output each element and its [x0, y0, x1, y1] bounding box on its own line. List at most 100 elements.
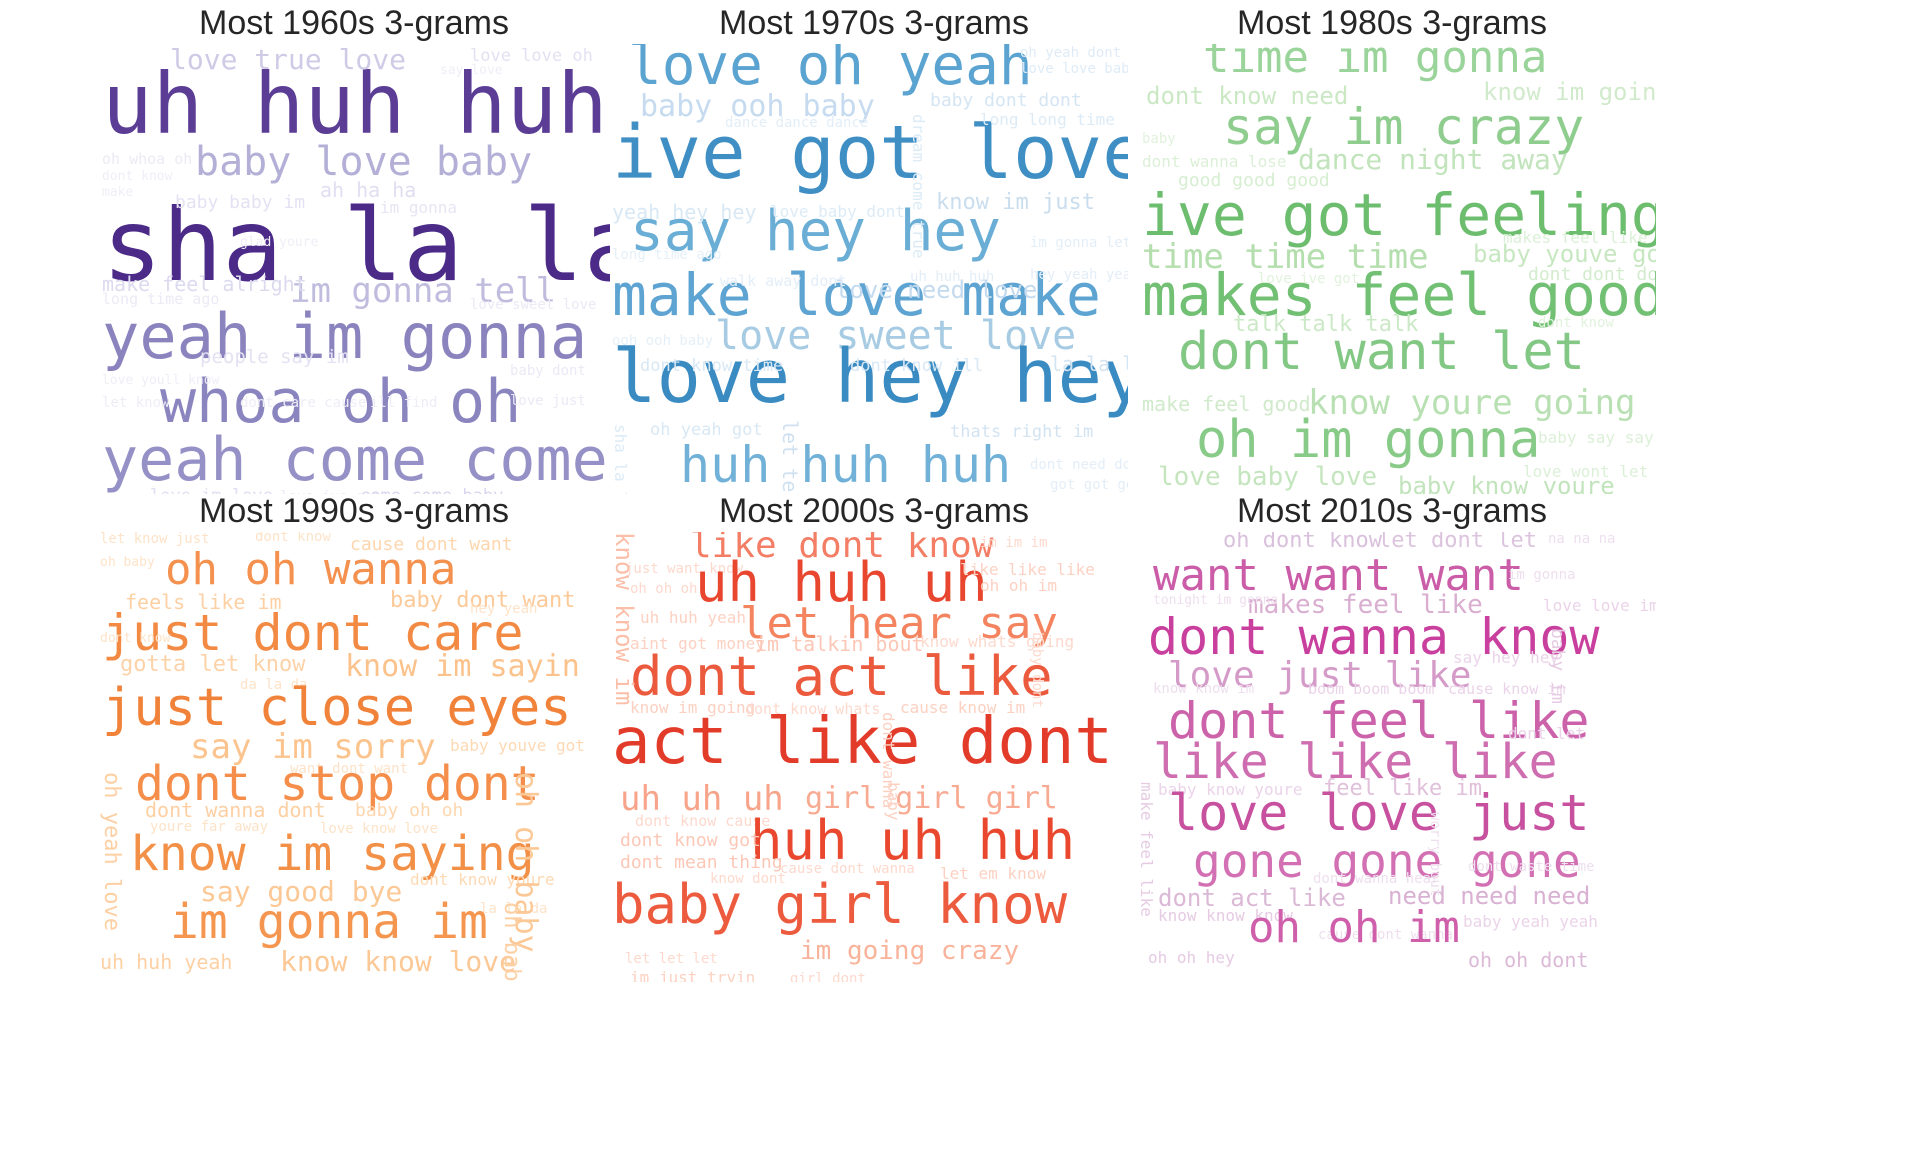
cloud-word: oh yeah dont [1020, 45, 1122, 61]
cloud-word: dont mean thing [620, 852, 783, 873]
cloud-word: im gonna tell [290, 271, 557, 311]
cloud-word: just close eyes [102, 678, 572, 738]
cloud-word: dance dance dance [725, 115, 869, 131]
cloud-word: love just like [1168, 655, 1472, 696]
cloud-word: like dont know [690, 532, 994, 566]
cloud-word: know whats going [920, 632, 1075, 651]
cloud-word: know know know [1158, 906, 1293, 925]
cloud-word: baby say say [1538, 428, 1654, 447]
cloud-word: time im gonna [1203, 44, 1548, 83]
cloud-word: feel like im [1323, 776, 1482, 801]
cloud-word: love sweet love [470, 297, 597, 313]
cloud-word: people say im [200, 346, 349, 368]
cloud-word: love love im [1543, 596, 1656, 615]
cloud-word: sha la la [102, 187, 618, 304]
wordcloud-panel: Most 1980s 3-grams time im gonna dont know… [1128, 0, 1656, 500]
cloud-word: dont know need [1146, 82, 1349, 110]
cloud-word: youre far away [150, 819, 269, 835]
cloud-word: aint got money [630, 634, 765, 653]
cloud-word: cause dont wanna [1318, 927, 1453, 943]
cloud-word: long time ago [102, 290, 220, 308]
panel-title: Most 2010s 3-grams [1237, 492, 1547, 530]
cloud-word: im im im [980, 535, 1048, 551]
cloud-word: good good good [1178, 170, 1330, 191]
cloud-word: dont know [100, 631, 171, 646]
cloud-word: oh dont know [1223, 532, 1382, 553]
cloud-word: love love baby [1020, 61, 1138, 77]
cloud-word: baby dont want [390, 588, 576, 613]
cloud-word: tonight im gonna [1153, 593, 1279, 608]
cloud-word: dont let [1508, 724, 1586, 743]
cloud-word: makes feel good [1142, 261, 1656, 329]
cloud-word: let know just [100, 532, 210, 547]
cloud-word: yeah im gonna [102, 300, 588, 373]
cloud-word: say im crazy [1223, 98, 1585, 156]
cloud-word: know im just [936, 190, 1095, 215]
cloud-word: oh oh im [980, 576, 1058, 595]
cloud-word: know know love [280, 945, 517, 978]
wordcloud: oh dont know let dont let na na na want wan… [1128, 532, 1656, 982]
cloud-word: baby love baby [195, 139, 533, 185]
cloud-word: oh oh hey [1148, 948, 1235, 967]
cloud-word: la la la [1050, 352, 1138, 376]
cloud-word: dont waste time [1468, 859, 1595, 875]
cloud-word: act like dont [612, 705, 1113, 779]
cloud-word: know im saying [130, 826, 535, 882]
cloud-word: make feel alright [102, 272, 307, 296]
cloud-word: let know [102, 395, 170, 411]
cloud-word: cause dont wanna [780, 861, 915, 877]
cloud-word: oh yeah got [650, 420, 763, 440]
cloud-word: oh oh im [1248, 902, 1460, 953]
cloud-word: oh oh baby [508, 772, 543, 953]
cloud-word: love love just [1168, 784, 1590, 842]
cloud-word: baby im [1547, 628, 1568, 704]
panel-title: Most 1970s 3-grams [719, 4, 1029, 42]
cloud-word: oh baby [100, 555, 155, 570]
cloud-word: baby know youre [1158, 780, 1303, 799]
cloud-word: im gonna im [170, 894, 488, 950]
cloud-word: dont act like [1158, 884, 1346, 912]
cloud-word: love ive got [1258, 271, 1360, 287]
panel-title: Most 1980s 3-grams [1237, 4, 1547, 42]
cloud-word: know know im [610, 532, 638, 706]
cloud-word: im just tryin [630, 968, 756, 983]
cloud-word: love sweet love [715, 313, 1077, 359]
cloud-word: make love make [612, 261, 1101, 329]
cloud-word: oh im gonna [1196, 410, 1541, 470]
wordcloud-panel: Most 1970s 3-grams love oh yeah baby ooh b… [610, 0, 1138, 500]
cloud-word: dont stop dont [135, 756, 540, 812]
cloud-word: dont wanna [879, 712, 898, 809]
cloud-word: know youre going [1308, 383, 1636, 423]
cloud-word: dont wanna know [1148, 608, 1600, 666]
cloud-word: say im sorry [190, 727, 436, 767]
cloud-word: baby ooh baby [640, 89, 875, 124]
cloud-word: oh oh wanna [165, 544, 457, 595]
cloud-word: uh huh uh [695, 551, 988, 614]
cloud-word: cause know im [900, 698, 1026, 717]
cloud-word: baby oh oh [355, 800, 464, 821]
cloud-word: dont wanna hear [1313, 871, 1440, 887]
wordcloud-panel: Most 2000s 3-grams like dont know im im im… [610, 488, 1138, 988]
cloud-word: uh huh huh [102, 55, 608, 153]
cloud-word: sha la la [611, 424, 630, 494]
cloud-word: uh huh yeah [100, 950, 233, 974]
cloud-word: feels like im [125, 590, 282, 614]
cloud-word: dont know whats [745, 700, 881, 718]
wordcloud: let know just dont know cause dont want oh … [90, 532, 618, 982]
panel-title: Most 2000s 3-grams [719, 492, 1029, 530]
cloud-word: dream come true [909, 114, 928, 259]
cloud-word: dont wanna lose [1142, 152, 1287, 171]
cloud-word: baby [1142, 131, 1176, 147]
cloud-word: ah ha ha [320, 178, 417, 202]
cloud-word: want want want [1153, 550, 1524, 601]
cloud-word: uh huh huh [910, 269, 995, 285]
cloud-word: im gonna let [1030, 235, 1132, 251]
cloud-word: gotta let know [120, 652, 306, 677]
cloud-word: baby girl know [612, 873, 1068, 936]
cloud-word: long time ago [612, 247, 722, 263]
cloud-word: baby youve got [1473, 240, 1656, 268]
cloud-word: love oh yeah [628, 44, 1033, 98]
cloud-word: talk talk talk [1233, 312, 1419, 337]
cloud-word: say love [440, 63, 503, 78]
cloud-word: gone gone gone [1193, 834, 1581, 888]
